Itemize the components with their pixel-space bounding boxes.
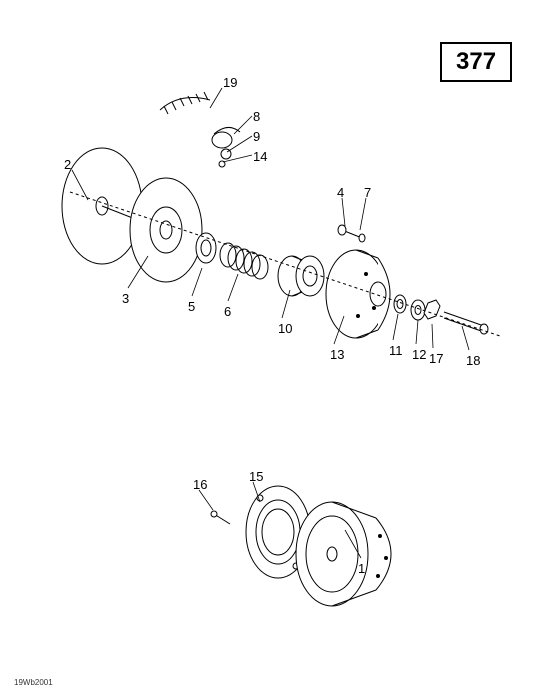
callout-15: 15 <box>249 470 263 483</box>
callout-1: 1 <box>358 562 365 575</box>
callout-19: 19 <box>223 76 237 89</box>
footer-code: 19Wb2001 <box>14 678 53 687</box>
callout-18: 18 <box>466 354 480 367</box>
diagram-canvas: 377 1 2 3 4 5 6 7 8 9 10 11 12 13 14 15 … <box>0 0 538 695</box>
callout-3: 3 <box>122 292 129 305</box>
callout-7: 7 <box>364 186 371 199</box>
model-number-box: 377 <box>440 42 512 82</box>
callout-16: 16 <box>193 478 207 491</box>
callout-17: 17 <box>429 352 443 365</box>
callout-6: 6 <box>224 305 231 318</box>
callout-12: 12 <box>412 348 426 361</box>
callout-11: 11 <box>389 344 403 357</box>
callout-2: 2 <box>64 158 71 171</box>
callout-4: 4 <box>337 186 344 199</box>
callout-leaders <box>0 0 538 695</box>
callout-10: 10 <box>278 322 292 335</box>
callout-8: 8 <box>253 110 260 123</box>
callout-5: 5 <box>188 300 195 313</box>
callout-14: 14 <box>253 150 267 163</box>
callout-9: 9 <box>253 130 260 143</box>
callout-13: 13 <box>330 348 344 361</box>
